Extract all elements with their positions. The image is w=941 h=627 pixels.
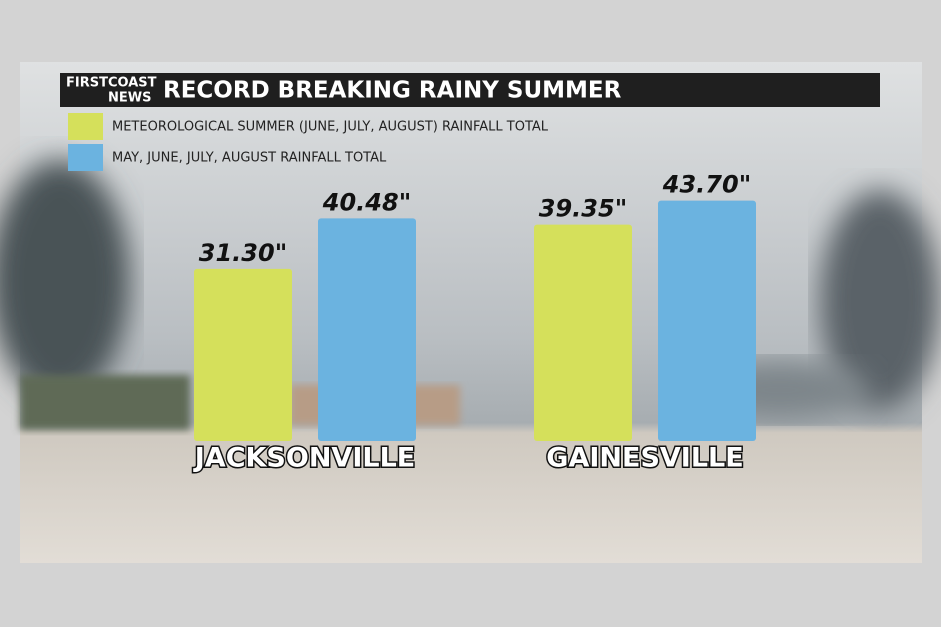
category-label: JACKSONVILLE — [193, 443, 415, 474]
bar — [534, 224, 632, 441]
brand: NEWS — [108, 91, 151, 106]
category-label: GAINESVILLE — [546, 443, 743, 474]
legend-label: METEOROLOGICAL SUMMER (JUNE, JULY, AUGUS… — [112, 120, 549, 135]
legend-label: MAY, JUNE, JULY, AUGUST RAINFALL TOTAL — [112, 151, 387, 166]
value-label: 39.35" — [539, 195, 627, 223]
legend-swatch — [68, 113, 103, 140]
bar — [318, 218, 416, 441]
value-label: 43.70" — [662, 171, 751, 199]
bar — [658, 200, 756, 441]
bar — [194, 268, 292, 441]
photo-panel — [20, 62, 922, 563]
value-label: 40.48" — [322, 188, 411, 216]
title-bar — [60, 73, 880, 107]
value-label: 31.30" — [199, 239, 287, 267]
brand: FIRSTCOAST — [66, 76, 157, 91]
chart-title: RECORD BREAKING RAINY SUMMER — [163, 78, 622, 104]
legend-swatch — [68, 144, 103, 171]
